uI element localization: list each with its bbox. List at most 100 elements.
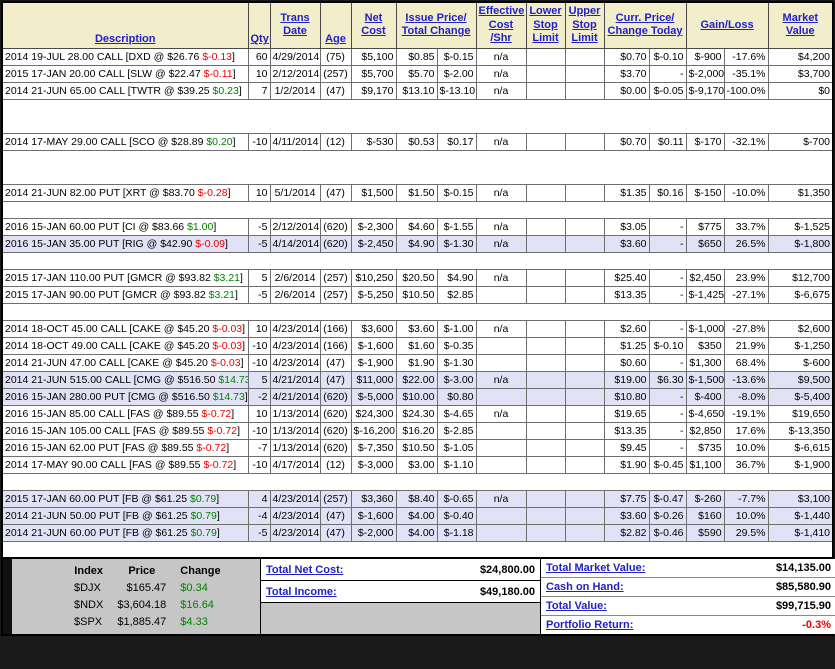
cell-market-value: $-5,400 xyxy=(767,387,834,406)
cell-upper-stop-limit xyxy=(564,217,605,236)
total-net-cost-value: $24,800.00 xyxy=(479,563,535,576)
col-header-market-value[interactable]: Market Value xyxy=(767,1,834,49)
cell-description: 2014 17-MAY 90.00 CALL [FAS @ $89.55 $-0… xyxy=(1,455,249,474)
cell-net-cost: $3,360 xyxy=(350,489,397,508)
footer: Index Price Change $DJX $165.47 $0.34 $NDX $… xyxy=(1,559,835,636)
cell-change-today: $6.30 xyxy=(648,370,687,389)
cell-gain-loss: $-400 xyxy=(685,387,725,406)
col-header-description[interactable]: Description xyxy=(1,1,249,49)
col-header-issue-price-total-change[interactable]: Issue Price/ Total Change xyxy=(395,1,477,49)
cell-effective-cost: n/a xyxy=(475,268,527,287)
cell-issue-price: $4.00 xyxy=(395,523,438,542)
col-header-trans-date[interactable]: Trans Date xyxy=(269,1,321,49)
cell-qty: 10 xyxy=(247,183,271,202)
cell-gain-loss-pct: 26.5% xyxy=(723,234,769,253)
cell-gain-loss-pct: -10.0% xyxy=(723,183,769,202)
cell-gain-loss-pct: 17.6% xyxy=(723,421,769,440)
cell-lower-stop-limit xyxy=(525,336,566,355)
total-market-value-label[interactable]: Total Market Value: xyxy=(546,562,646,574)
cell-description: 2014 21-JUN 60.00 PUT [FB @ $61.25 $0.79… xyxy=(1,523,249,542)
total-net-cost-label[interactable]: Total Net Cost: xyxy=(266,563,344,576)
total-value-label[interactable]: Total Value: xyxy=(546,600,607,612)
col-header-qty[interactable]: Qty xyxy=(247,1,271,49)
total-market-value-value: $14,135.00 xyxy=(775,562,831,574)
cell-trans-date: 4/23/2014 xyxy=(269,489,321,508)
cell-gain-loss: $-260 xyxy=(685,489,725,508)
index-change: $4.33 xyxy=(180,615,208,628)
position-row: 2014 18-OCT 45.00 CALL [CAKE @ $45.20 $-… xyxy=(1,319,834,338)
cell-effective-cost xyxy=(475,387,527,406)
total-income-label[interactable]: Total Income: xyxy=(266,585,337,598)
cell-gain-loss-pct: 10.0% xyxy=(723,438,769,457)
cell-net-cost: $-2,450 xyxy=(350,234,397,253)
index-price: $165.47 xyxy=(126,581,167,594)
cell-curr-price: $13.35 xyxy=(603,285,650,304)
spacer-row xyxy=(2,201,834,218)
cell-lower-stop-limit xyxy=(525,81,566,100)
cell-change-today: - xyxy=(648,353,687,372)
cell-market-value: $-1,440 xyxy=(767,506,834,525)
cell-description: 2016 15-JAN 62.00 PUT [FAS @ $89.55 $-0.… xyxy=(1,438,249,457)
col-header-age[interactable]: Age xyxy=(319,1,352,49)
cell-issue-price: $13.10 xyxy=(395,81,438,100)
cell-net-cost: $-1,600 xyxy=(350,336,397,355)
cell-qty: -10 xyxy=(247,455,271,474)
portfolio-return-label[interactable]: Portfolio Return: xyxy=(546,619,634,631)
cell-qty: 10 xyxy=(247,404,271,423)
cell-issue-price: $16.20 xyxy=(395,421,438,440)
cell-market-value: $-600 xyxy=(767,353,834,372)
position-row: 2014 21-JUN 515.00 CALL [CMG @ $516.50 $… xyxy=(1,370,834,389)
cell-gain-loss: $-170 xyxy=(685,132,725,151)
cell-age: (47) xyxy=(319,81,352,100)
cell-curr-price: $2.60 xyxy=(603,319,650,338)
index-col-header-index: Index xyxy=(74,564,104,577)
position-row: 2015 17-JAN 20.00 CALL [SLW @ $22.47 $-0… xyxy=(1,64,834,83)
cell-lower-stop-limit xyxy=(525,455,566,474)
position-row: 2014 21-JUN 47.00 CALL [CAKE @ $45.20 $-… xyxy=(1,353,834,372)
cash-on-hand-label[interactable]: Cash on Hand: xyxy=(546,581,624,593)
cell-curr-price: $2.82 xyxy=(603,523,650,542)
cell-total-change: $4.90 xyxy=(436,268,477,287)
cell-upper-stop-limit xyxy=(564,336,605,355)
cell-issue-price: $24.30 xyxy=(395,404,438,423)
cell-description: 2014 21-JUN 47.00 CALL [CAKE @ $45.20 $-… xyxy=(1,353,249,372)
cell-effective-cost xyxy=(475,421,527,440)
col-header-net-cost[interactable]: Net Cost xyxy=(350,1,397,49)
col-header-curr-price-change-today[interactable]: Curr. Price/ Change Today xyxy=(603,1,687,49)
cell-description: 2014 21-JUN 515.00 CALL [CMG @ $516.50 $… xyxy=(1,370,249,389)
cell-description: 2014 21-JUN 82.00 PUT [XRT @ $83.70 $-0.… xyxy=(1,183,249,202)
cell-age: (47) xyxy=(319,183,352,202)
col-header-gain-loss[interactable]: Gain/Loss xyxy=(685,1,769,49)
cell-total-change: $-13.10 xyxy=(436,81,477,100)
cell-total-change: $-1.30 xyxy=(436,353,477,372)
cell-issue-price: $3.00 xyxy=(395,455,438,474)
cell-curr-price: $10.80 xyxy=(603,387,650,406)
position-row: 2014 17-MAY 90.00 CALL [FAS @ $89.55 $-0… xyxy=(1,455,834,474)
cell-age: (12) xyxy=(319,132,352,151)
cell-market-value: $-13,350 xyxy=(767,421,834,440)
cell-upper-stop-limit xyxy=(564,370,605,389)
cell-issue-price: $10.50 xyxy=(395,438,438,457)
spacer-row xyxy=(2,252,834,269)
col-header-effective-cost[interactable]: Effective Cost /Shr xyxy=(475,1,527,49)
cell-curr-price: $0.70 xyxy=(603,132,650,151)
cell-trans-date: 5/1/2014 xyxy=(269,183,321,202)
cell-trans-date: 4/23/2014 xyxy=(269,523,321,542)
cell-total-change: $0.80 xyxy=(436,387,477,406)
cell-change-today: $-0.47 xyxy=(648,489,687,508)
col-header-upper-stop-limit[interactable]: Upper Stop Limit xyxy=(564,1,605,49)
cell-upper-stop-limit xyxy=(564,285,605,304)
cell-upper-stop-limit xyxy=(564,183,605,202)
cell-market-value: $1,350 xyxy=(767,183,834,202)
cell-change-today: $0.11 xyxy=(648,132,687,151)
cell-gain-loss: $735 xyxy=(685,438,725,457)
cell-qty: -10 xyxy=(247,336,271,355)
cell-upper-stop-limit xyxy=(564,421,605,440)
col-header-lower-stop-limit[interactable]: Lower Stop Limit xyxy=(525,1,566,49)
cell-qty: 4 xyxy=(247,489,271,508)
cell-net-cost: $-5,250 xyxy=(350,285,397,304)
cell-trans-date: 1/13/2014 xyxy=(269,404,321,423)
index-symbol: $NDX xyxy=(74,598,104,611)
cell-lower-stop-limit xyxy=(525,234,566,253)
cell-trans-date: 4/17/2014 xyxy=(269,455,321,474)
